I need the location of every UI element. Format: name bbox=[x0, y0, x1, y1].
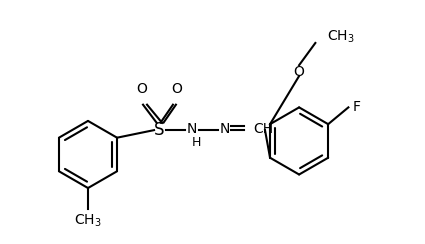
Text: N: N bbox=[219, 122, 230, 136]
Text: CH: CH bbox=[253, 122, 273, 136]
Text: N: N bbox=[187, 122, 197, 136]
Text: O: O bbox=[294, 65, 305, 79]
Text: CH$_3$: CH$_3$ bbox=[327, 28, 355, 45]
Text: H: H bbox=[192, 135, 201, 149]
Text: F: F bbox=[352, 100, 360, 114]
Text: S: S bbox=[154, 121, 165, 139]
Text: O: O bbox=[171, 82, 182, 96]
Text: O: O bbox=[137, 82, 147, 96]
Text: CH$_3$: CH$_3$ bbox=[74, 212, 102, 229]
